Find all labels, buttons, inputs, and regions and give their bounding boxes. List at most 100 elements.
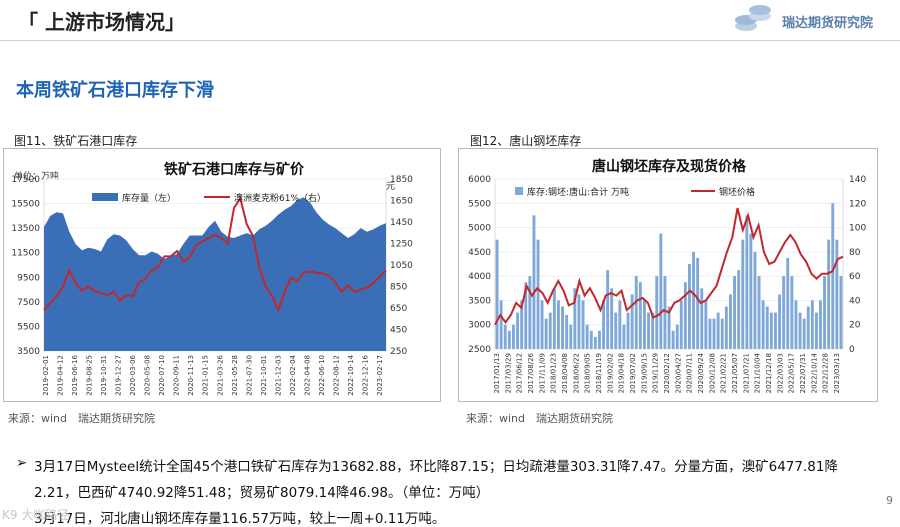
x-tick-8: 2020-07-10	[158, 355, 166, 396]
bar-inventory	[831, 203, 835, 349]
bar-inventory	[622, 324, 626, 349]
x-tick-7: 2018/06/22	[572, 353, 580, 393]
bar-inventory	[802, 318, 806, 349]
source-note-iron-ore: 来源：wind 瑞达期货研究院	[8, 412, 156, 425]
bar-inventory	[659, 233, 663, 349]
bar-inventory	[598, 330, 601, 349]
x-tick-23: 2023-02-17	[376, 355, 384, 396]
watermark: K9 大咖路径	[2, 508, 70, 522]
y-tick-right-5: 1250	[390, 240, 413, 250]
header-divider	[0, 40, 900, 41]
x-tick-0: 2019-02-01	[42, 355, 50, 396]
x-tick-23: 2021/10/04	[754, 352, 762, 393]
bar-inventory	[679, 300, 683, 349]
bar-inventory	[581, 300, 585, 349]
x-tick-1: 2017/03/29	[504, 353, 512, 393]
bar-inventory	[819, 300, 822, 349]
x-tick-2: 2019-06-16	[71, 354, 79, 395]
legend-swatch-inventory	[92, 193, 118, 201]
series-area-inventory	[44, 197, 386, 351]
y-tick-left-6: 15500	[11, 200, 40, 210]
bar-inventory	[577, 294, 581, 349]
bar-inventory	[618, 300, 622, 349]
bar-inventory	[708, 318, 712, 349]
chart-title: 铁矿石港口库存与矿价	[164, 161, 305, 178]
legend-label-price: 钢坯价格	[719, 186, 755, 198]
bullet-text-1: 3月17日Mysteel统计全国45个港口铁矿石库存为13682.88，环比降8…	[34, 459, 838, 475]
y-tick-right-7: 140	[849, 175, 866, 185]
x-tick-6: 2020-03-06	[129, 354, 137, 395]
y-tick-left-1: 5500	[17, 322, 40, 332]
x-tick-24: 2021/12/18	[765, 353, 773, 393]
x-tick-5: 2018/01/23	[550, 353, 558, 393]
x-tick-4: 2019-10-31	[100, 355, 108, 396]
y-tick-right-1: 450	[390, 326, 407, 336]
x-tick-30: 2023/03/13	[833, 353, 841, 393]
y-tick-left-4: 11500	[11, 249, 40, 259]
x-tick-10: 2019/02/02	[606, 353, 614, 393]
bar-inventory	[810, 300, 814, 349]
y-tick-right-4: 1050	[390, 261, 413, 271]
x-tick-3: 2019-08-25	[86, 355, 94, 396]
y-tick-left-0: 2500	[468, 345, 491, 355]
x-tick-25: 2022/03/03	[776, 353, 784, 393]
bar-inventory	[716, 312, 720, 349]
y-tick-left-7: 17500	[11, 175, 40, 185]
bar-inventory	[573, 288, 577, 349]
x-tick-16: 2021-12-03	[274, 355, 282, 396]
x-tick-11: 2019/04/18	[618, 353, 626, 393]
bar-inventory	[733, 276, 736, 349]
bar-inventory	[827, 239, 831, 349]
bar-inventory	[790, 276, 794, 349]
bar-inventory	[737, 270, 741, 349]
x-tick-11: 2021-01-15	[202, 355, 210, 396]
figure-caption-iron-ore: 图11、铁矿石港口库存	[14, 134, 138, 148]
chart-title: 唐山钢坯库存及现货价格	[592, 158, 747, 175]
x-tick-2: 2017/06/12	[516, 353, 524, 393]
bar-inventory	[548, 312, 552, 349]
x-tick-6: 2018/04/08	[561, 353, 569, 393]
bar-inventory	[675, 324, 679, 349]
bar-inventory	[516, 312, 519, 349]
figure-caption-billet: 图12、唐山钢坯库存	[470, 134, 582, 148]
bar-inventory	[524, 282, 528, 349]
chart-panel-billet: 唐山钢坯库存及现货价格 2500 3000 3500 4000 4500 5000 5500 6…	[458, 148, 878, 402]
iron-ore-chart: 铁矿石港口库存与矿价单位：万吨元350055007500950011500135…	[11, 161, 413, 396]
x-tick-16: 2020/04/27	[674, 353, 682, 393]
page-number: 9	[886, 494, 893, 507]
y-tick-right-8: 1850	[390, 175, 413, 185]
y-tick-right-5: 100	[849, 224, 866, 234]
bar-inventory	[815, 312, 818, 349]
bar-inventory	[765, 306, 769, 349]
y-tick-left-5: 13500	[11, 224, 40, 234]
bar-inventory	[589, 330, 593, 349]
bar-inventory	[823, 276, 826, 349]
y-tick-left-6: 5500	[468, 199, 491, 209]
bar-inventory	[626, 312, 630, 349]
x-tick-3: 2017/08/26	[527, 352, 535, 393]
chart-panel-iron-ore: 铁矿石港口库存与矿价 单位：万吨元 3500 5500 7500 9500 11500 135…	[3, 148, 441, 402]
bar-inventory	[835, 239, 839, 349]
x-tick-28: 2022/10/14	[810, 352, 818, 393]
series-line-price	[43, 195, 387, 313]
bar-inventory	[741, 239, 745, 349]
bar-inventory	[540, 300, 544, 349]
bar-inventory	[729, 294, 732, 349]
x-tick-14: 2021-07-30	[245, 355, 253, 396]
x-tick-13: 2021-05-28	[231, 355, 239, 396]
x-tick-7: 2020-05-08	[144, 355, 152, 396]
x-tick-20: 2021/02/21	[720, 353, 728, 393]
bar-inventory	[610, 288, 614, 349]
bar-inventory	[614, 312, 618, 349]
bar-inventory	[643, 300, 646, 349]
bar-inventory	[495, 239, 499, 349]
section-heading: 本周铁矿石港口库存下滑	[16, 80, 214, 101]
bar-inventory	[774, 312, 777, 349]
bar-inventory	[503, 324, 507, 349]
x-tick-27: 2022/07/31	[799, 353, 807, 393]
bar-inventory	[724, 306, 728, 349]
bar-inventory	[806, 306, 810, 349]
bar-inventory	[778, 294, 781, 349]
bar-inventory	[569, 324, 573, 349]
bar-inventory	[651, 312, 655, 349]
